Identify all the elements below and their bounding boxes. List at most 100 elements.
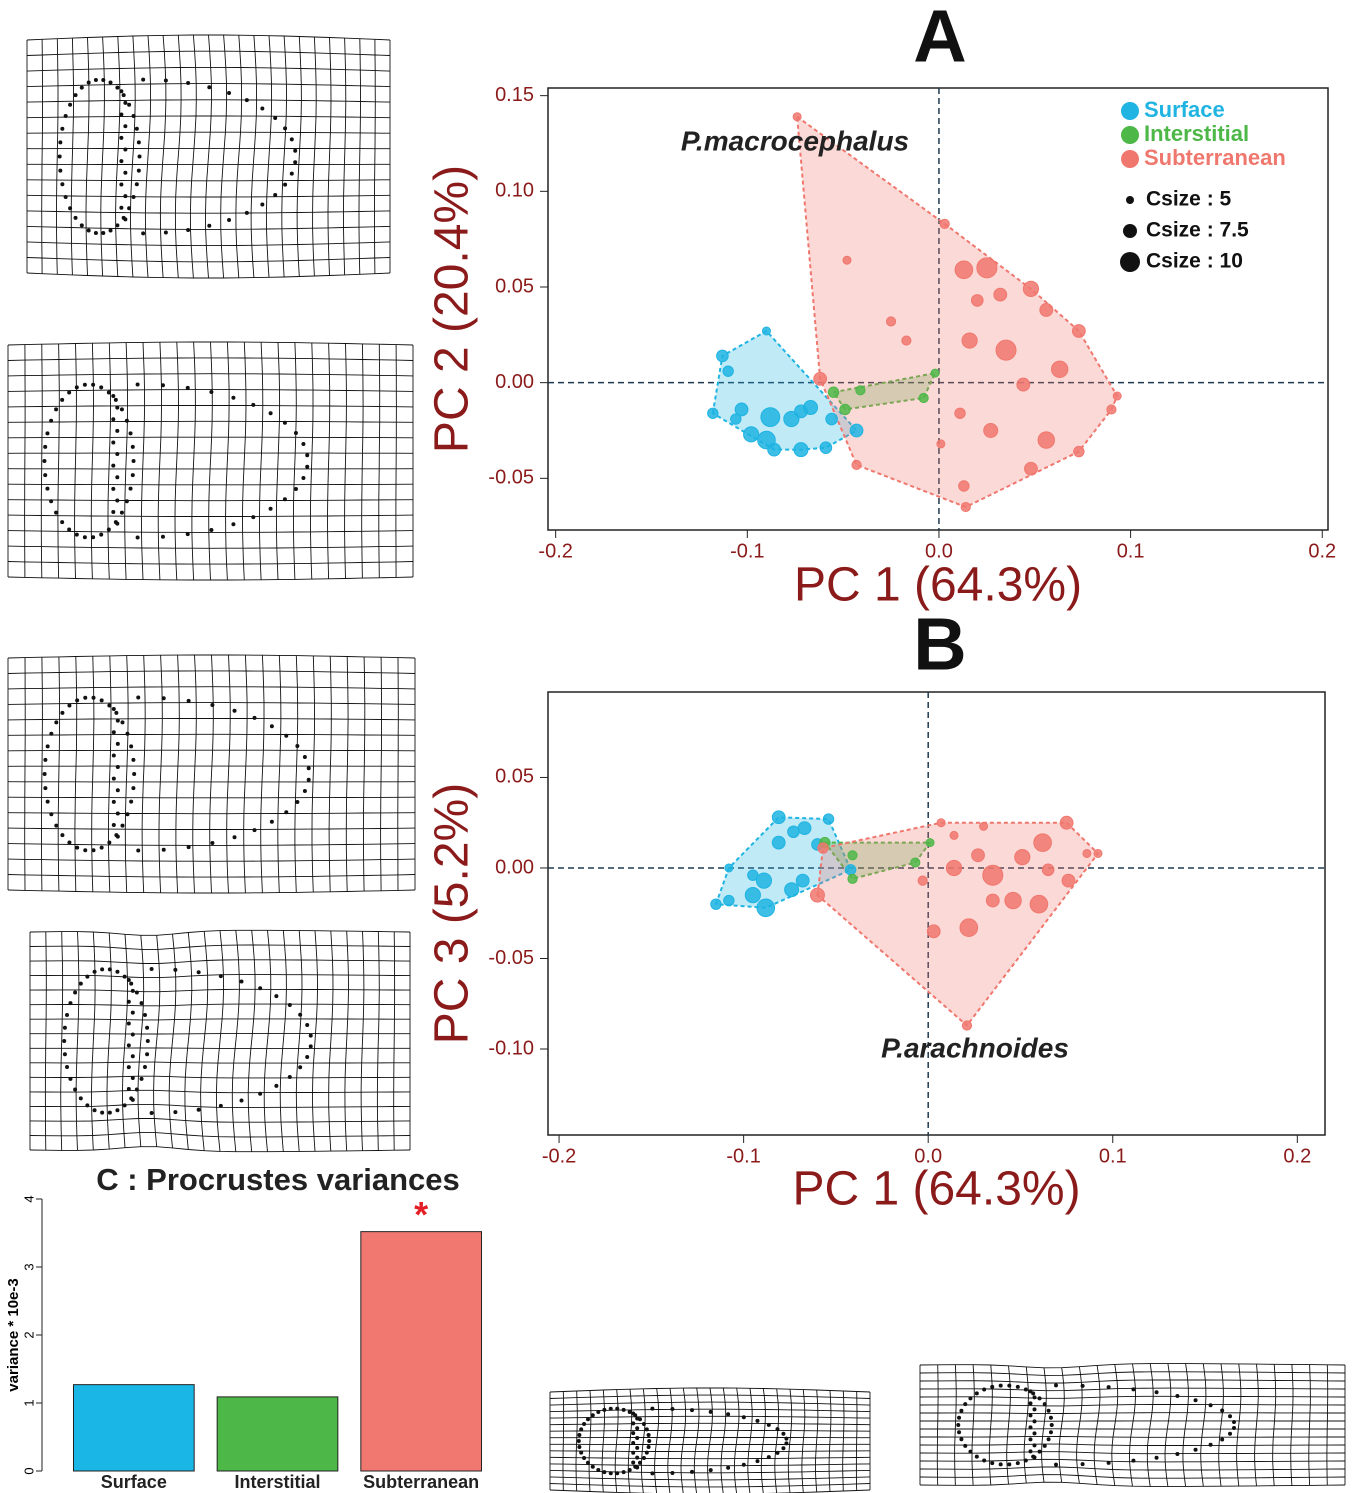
grid-line: [259, 342, 264, 580]
grid-line: [920, 1412, 1345, 1415]
landmark: [73, 1087, 78, 1092]
landmark: [62, 1025, 67, 1030]
grid-line: [40, 344, 43, 578]
landmark: [708, 1409, 713, 1414]
x-tick-label: -0.1: [726, 1145, 760, 1167]
deformation-grid: [919, 1363, 1346, 1487]
landmark: [631, 1460, 636, 1465]
grid-line: [312, 930, 318, 1152]
landmark: [115, 788, 120, 793]
landmark: [73, 215, 78, 220]
grid-line: [26, 210, 391, 214]
landmark: [161, 696, 166, 701]
landmark: [621, 1470, 626, 1475]
landmark: [1220, 1437, 1225, 1442]
landmark: [1220, 1408, 1225, 1413]
landmark: [602, 1470, 607, 1475]
grid-line: [7, 874, 416, 878]
deformation-grids: [7, 34, 1346, 1493]
grid-line: [75, 931, 80, 1151]
landmark: [766, 1455, 771, 1460]
landmark: [54, 720, 59, 725]
grid-line: [720, 1387, 727, 1493]
group-hull: [816, 821, 1100, 1027]
point: [960, 501, 971, 513]
grid-line: [26, 241, 391, 247]
grid-line: [200, 931, 209, 1151]
point: [787, 825, 800, 839]
landmark: [974, 1391, 979, 1396]
point: [839, 403, 851, 416]
landmark: [83, 695, 88, 700]
y-tick-label: -0.10: [488, 1037, 534, 1059]
landmark: [239, 979, 244, 984]
grid-line: [157, 342, 162, 580]
point: [723, 894, 735, 907]
grid-line: [26, 257, 391, 263]
landmark: [99, 845, 104, 850]
landmark: [42, 459, 47, 463]
grid-line: [549, 1476, 871, 1481]
landmark: [186, 227, 191, 232]
grid-line: [29, 1118, 411, 1123]
landmark: [126, 999, 131, 1004]
size-legend-label: Csize : 7.5: [1146, 219, 1249, 242]
landmark: [74, 532, 79, 537]
y-tick-label: 3: [21, 1263, 36, 1270]
landmark: [119, 510, 124, 515]
grid-line: [707, 1387, 713, 1493]
landmark: [576, 1439, 581, 1443]
landmark: [1032, 1443, 1037, 1448]
landmark: [111, 440, 116, 445]
grid-line: [1182, 1363, 1189, 1487]
y-axis-title: PC 2 (20.4%): [426, 165, 479, 453]
landmark: [91, 695, 96, 700]
landmark: [115, 521, 120, 526]
landmark: [579, 1427, 584, 1432]
landmark: [306, 766, 311, 771]
size-legend-label: Csize : 5: [1146, 188, 1232, 211]
landmark: [160, 383, 165, 388]
landmark: [115, 969, 120, 974]
landmark: [283, 182, 288, 187]
landmark: [287, 1003, 292, 1008]
grid-line: [815, 1389, 819, 1493]
grid-line: [175, 655, 180, 893]
landmark: [631, 1440, 636, 1445]
landmark: [302, 754, 307, 759]
point: [716, 349, 729, 363]
grid-line: [243, 655, 248, 893]
landmark: [145, 1039, 150, 1043]
landmark: [92, 969, 97, 974]
grid-line: [7, 827, 416, 830]
landmark: [239, 1098, 244, 1103]
grid-line: [70, 38, 74, 275]
landmark: [974, 1454, 979, 1459]
grid-line: [124, 655, 129, 893]
landmark: [227, 218, 232, 223]
landmark: [130, 1076, 135, 1081]
landmark: [1131, 1458, 1136, 1463]
landmark: [585, 1417, 590, 1422]
landmark: [85, 1103, 90, 1108]
landmark: [91, 848, 96, 853]
grid-line: [667, 1388, 673, 1493]
landmark: [282, 420, 287, 425]
point: [961, 332, 978, 349]
landmark: [111, 776, 116, 781]
grid-line: [57, 656, 61, 892]
landmark: [137, 154, 142, 159]
landmark: [136, 168, 141, 173]
grid-line: [919, 1451, 1346, 1455]
landmark: [998, 1462, 1003, 1467]
point: [983, 423, 999, 439]
landmark: [1054, 1383, 1058, 1388]
point: [1082, 848, 1092, 858]
grid-line: [919, 1474, 1346, 1479]
landmark: [301, 476, 306, 481]
landmark: [577, 1433, 582, 1438]
deformation-grid: [29, 929, 411, 1153]
landmark: [173, 1110, 178, 1115]
landmark: [130, 473, 135, 478]
landmark: [115, 811, 120, 816]
